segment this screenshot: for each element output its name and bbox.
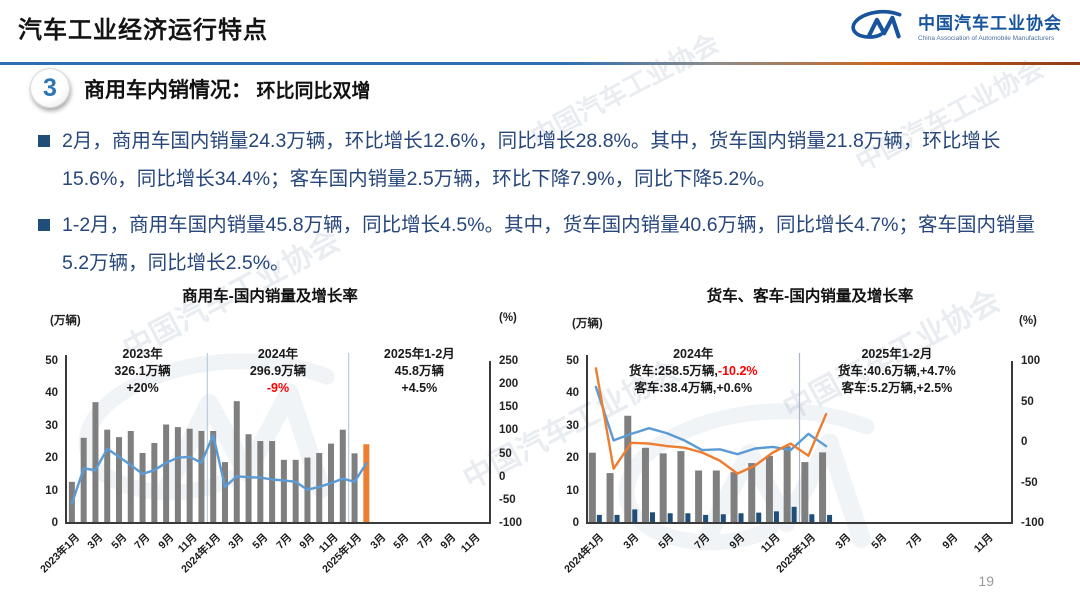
y-axis-tick-right: 50 xyxy=(499,447,512,460)
chart-title: 货车、客车-国内销量及增长率 xyxy=(706,288,914,305)
section-heading: 商用车内销情况： 环比同比双增 xyxy=(84,74,370,104)
y-axis-tick-left: 30 xyxy=(45,419,58,432)
bullet-item: 2月，商用车国内销量24.3万辆，环比增长12.6%，同比增长28.8%。其中，… xyxy=(38,122,1048,198)
section-subtitle: 环比同比双增 xyxy=(256,81,371,102)
section-number-badge: 3 xyxy=(30,68,70,108)
y-axis-tick-right: 100 xyxy=(499,424,519,437)
y-axis-tick-left: 50 xyxy=(566,355,579,367)
y-axis-tick-left: 10 xyxy=(45,484,58,497)
y-axis-tick-right: -50 xyxy=(499,493,516,506)
section-title: 商用车内销情况： xyxy=(84,79,252,102)
bullet-square-icon xyxy=(38,135,50,147)
y-axis-tick-right: 100 xyxy=(1021,355,1041,367)
y-axis-tick-left: 40 xyxy=(45,387,58,400)
y-axis-tick-right: -100 xyxy=(1021,517,1045,529)
chart-canvas xyxy=(586,353,1013,524)
y-axis-tick-right: 150 xyxy=(499,401,519,414)
y-axis-tick-right: -100 xyxy=(499,517,523,529)
y-axis-tick-left: 10 xyxy=(566,484,579,497)
y-axis-tick-right: 200 xyxy=(499,378,519,391)
chart-annotation: 2025年1-2月 货车:40.6万辆,+4.7% 客车:5.2万辆,+2.5% xyxy=(838,347,956,395)
truck-bus-sales-chart: 货车、客车-国内销量及增长率 (万辆) (%) 0 10 20 30 40 50 -100 -… xyxy=(540,280,1080,607)
chart-title: 商用车-国内销量及增长率 xyxy=(182,288,358,305)
y-axis-tick-left: 50 xyxy=(45,355,58,367)
y-axis-tick-right: 50 xyxy=(1021,395,1034,408)
page-number: 19 xyxy=(978,573,994,589)
y-axis-tick-right: 0 xyxy=(499,470,506,483)
left-axis-unit-label: (万辆) xyxy=(572,318,603,330)
caam-logo-icon xyxy=(851,9,902,39)
y-axis-tick-left: 20 xyxy=(566,452,579,465)
chart-annotation: 2025年1-2月 45.8万辆 +4.5% xyxy=(383,347,455,395)
y-axis-tick-left: 30 xyxy=(566,419,579,432)
bullet-text: 2月，商用车国内销量24.3万辆，环比增长12.6%，同比增长28.8%。其中，… xyxy=(62,130,1001,190)
header-divider xyxy=(0,62,1080,65)
y-axis-tick-left: 20 xyxy=(45,452,58,465)
left-axis-unit-label: (万辆) xyxy=(50,315,81,327)
commercial-vehicle-sales-chart: 商用车-国内销量及增长率 (万辆) (%) 0 10 20 30 40 50 -100 -50… xyxy=(0,280,540,607)
bullet-list: 2月，商用车国内销量24.3万辆，环比增长12.6%，同比增长28.8%。其中，… xyxy=(38,122,1048,290)
right-axis-unit-label: (%) xyxy=(499,312,517,324)
logo-org-name: 中国汽车工业协会 xyxy=(918,13,1062,33)
chart-canvas xyxy=(65,353,491,524)
y-axis-tick-right: -50 xyxy=(1021,476,1038,489)
chart-annotation: 2023年 326.1万辆 +20% xyxy=(114,347,171,395)
y-axis-tick-left: 0 xyxy=(572,517,579,529)
chart-annotation: 2024年 货车:258.5万辆,-10.2% 客车:38.4万辆,+0.6% xyxy=(628,347,758,395)
bullet-item: 1-2月，商用车国内销量45.8万辆，同比增长4.5%。其中，货车国内销量40.… xyxy=(38,206,1048,282)
bullet-square-icon xyxy=(38,219,50,231)
y-axis-tick-right: 250 xyxy=(499,355,519,367)
page-title: 汽车工业经济运行特点 xyxy=(18,17,268,44)
chart-annotation: 2024年 296.9万辆 -9% xyxy=(249,347,307,395)
right-axis-unit-label: (%) xyxy=(1019,315,1037,327)
logo-org-name-en: China Association of Automobile Manufact… xyxy=(918,34,1055,42)
y-axis-tick-left: 0 xyxy=(51,517,58,529)
y-axis-tick-left: 40 xyxy=(566,387,579,400)
bullet-text: 1-2月，商用车国内销量45.8万辆，同比增长4.5%。其中，货车国内销量40.… xyxy=(62,214,1035,274)
caam-logo: 中国汽车工业协会 China Association of Automobile… xyxy=(848,8,1062,42)
y-axis-tick-right: 0 xyxy=(1021,436,1028,448)
